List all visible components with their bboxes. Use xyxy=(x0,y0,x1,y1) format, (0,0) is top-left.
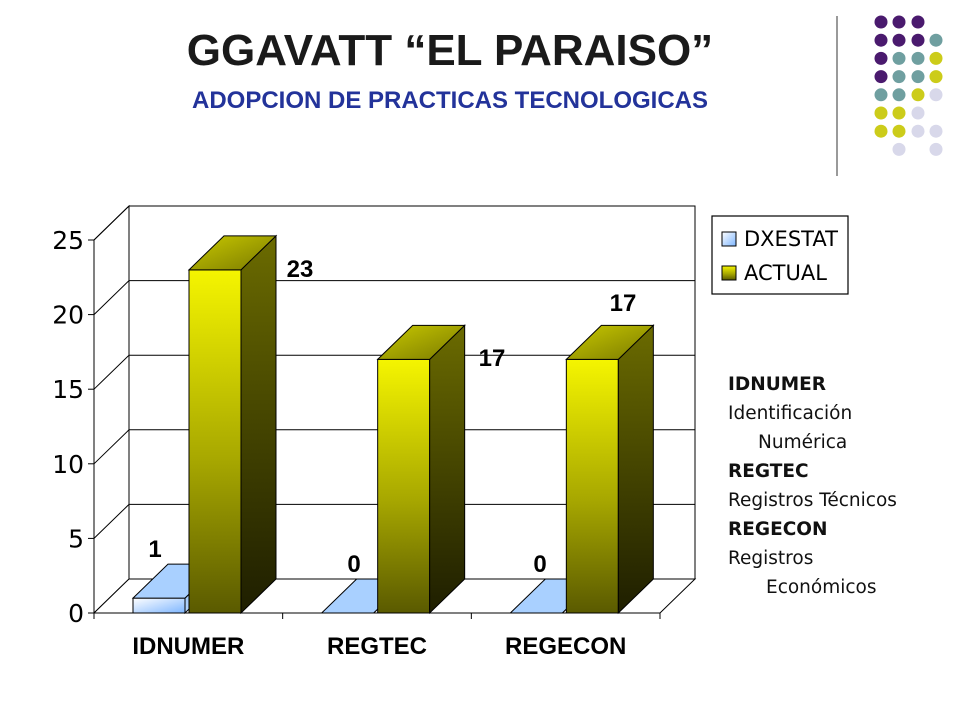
decorative-dot xyxy=(892,124,906,138)
decorative-dot-grid xyxy=(874,15,943,156)
decorative-dot xyxy=(929,51,943,65)
gridline xyxy=(93,205,695,241)
decorative-dot xyxy=(874,88,888,102)
decorative-dot xyxy=(892,142,906,156)
decorative-dot xyxy=(911,51,925,65)
note-text: Económicos xyxy=(766,577,877,598)
decorative-dot xyxy=(911,15,925,29)
data-label: 0 xyxy=(347,551,360,578)
decorative-dot xyxy=(911,106,925,120)
bar-top xyxy=(376,324,466,360)
gridline xyxy=(93,503,695,539)
note-text: Identificación xyxy=(728,403,853,424)
decorative-dot xyxy=(892,88,906,102)
decorative-dot xyxy=(874,124,888,138)
bar-side xyxy=(240,234,277,615)
bar-front xyxy=(565,358,619,614)
x-category-label: REGTEC xyxy=(327,633,427,660)
y-tick-label: 5 xyxy=(68,524,84,553)
note-text: Registros xyxy=(728,548,814,569)
bar-actual-regecon xyxy=(565,324,655,615)
decorative-dot xyxy=(929,70,943,84)
decorative-dot xyxy=(874,15,888,29)
x-category-label: REGECON xyxy=(505,633,626,660)
bar-front xyxy=(377,358,431,614)
gridline xyxy=(93,429,695,465)
data-label: 17 xyxy=(610,290,637,317)
slide-title: GGAVATT “EL PARAISO” xyxy=(186,26,714,75)
legend-swatch xyxy=(721,265,737,281)
chart-side-wall xyxy=(93,204,130,615)
decorative-dot xyxy=(929,124,943,138)
decorative-dot xyxy=(892,106,906,120)
decorative-dot xyxy=(929,33,943,47)
chart-legend: DXESTAT ACTUAL xyxy=(711,215,849,295)
abbreviation-notes: IDNUMER Identificación Numérica REGTEC Regis… xyxy=(728,370,956,602)
note-abbreviation: REGECON xyxy=(728,519,828,540)
decorative-dot xyxy=(929,142,943,156)
bar-front xyxy=(132,597,186,614)
note-text: Numérica xyxy=(758,432,848,453)
bar-actual-regtec xyxy=(376,324,466,615)
legend-box xyxy=(711,215,849,295)
decorative-dot xyxy=(874,106,888,120)
decorative-dot xyxy=(874,51,888,65)
decorative-dot xyxy=(892,33,906,47)
decorative-dot xyxy=(874,33,888,47)
decorative-dot xyxy=(911,88,925,102)
bar-front xyxy=(188,269,242,614)
bar-top xyxy=(565,324,655,360)
bar-side xyxy=(429,324,466,615)
decorative-divider xyxy=(836,16,838,176)
bar-actual-idnumer xyxy=(187,234,278,615)
gridline xyxy=(93,280,695,315)
decorative-dot xyxy=(892,51,906,65)
y-tick-label: 15 xyxy=(52,375,84,404)
data-label: 0 xyxy=(533,551,546,578)
legend-item-dxestat: DXESTAT xyxy=(721,227,838,251)
decorative-dot xyxy=(911,70,925,84)
note-abbreviation: REGTEC xyxy=(728,461,809,482)
bar-top xyxy=(187,235,278,271)
decorative-dot xyxy=(911,124,925,138)
data-label: 17 xyxy=(479,345,506,372)
y-tick-label: 10 xyxy=(52,450,84,479)
data-label: 23 xyxy=(287,256,314,283)
slide-subtitle: ADOPCION DE PRACTICAS TECNOLOGICAS xyxy=(191,87,709,114)
decorative-dot xyxy=(929,88,943,102)
decorative-dot xyxy=(911,33,925,47)
legend-swatch xyxy=(721,231,737,247)
decorative-dot xyxy=(874,70,888,84)
y-tick-label: 20 xyxy=(52,301,84,330)
gridline xyxy=(93,354,695,390)
y-tick-label: 25 xyxy=(52,226,84,255)
decorative-dot xyxy=(892,70,906,84)
data-label: 1 xyxy=(148,536,161,563)
note-text: Registros Técnicos xyxy=(728,490,897,511)
decorative-dot xyxy=(892,15,906,29)
note-abbreviation: IDNUMER xyxy=(728,374,827,395)
x-category-label: IDNUMER xyxy=(132,633,244,660)
legend-label: DXESTAT xyxy=(744,227,838,251)
bar-side xyxy=(617,324,654,615)
legend-label: ACTUAL xyxy=(744,261,827,285)
legend-item-actual: ACTUAL xyxy=(721,261,827,285)
y-tick-label: 0 xyxy=(68,599,84,628)
